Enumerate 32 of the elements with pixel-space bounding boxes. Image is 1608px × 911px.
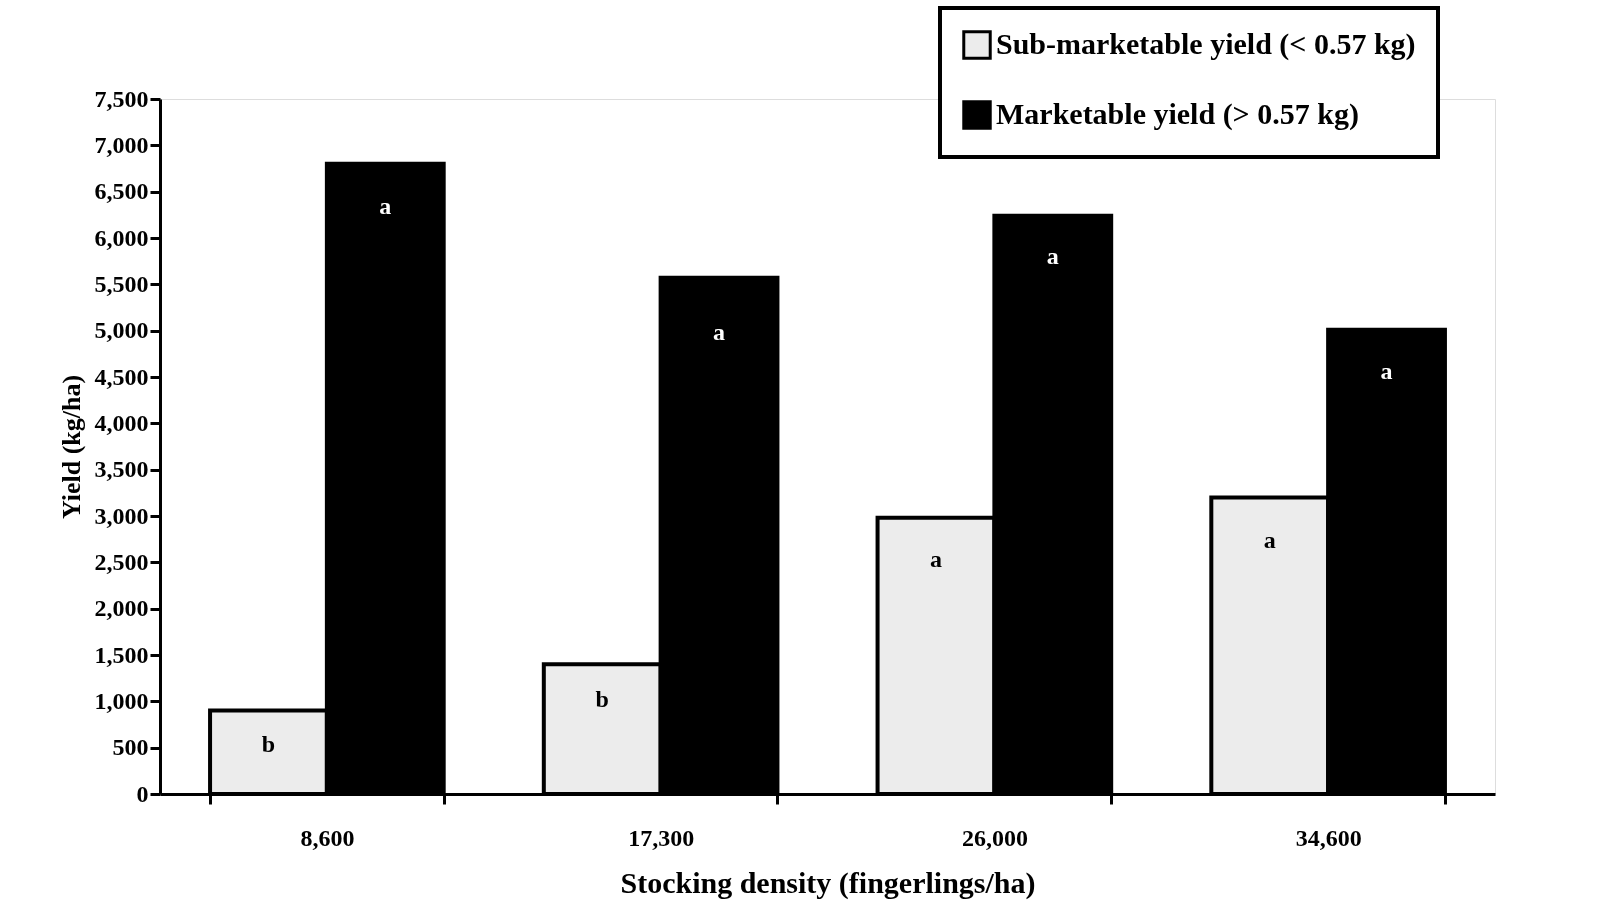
y-tick-label: 7,000	[94, 131, 149, 158]
annotation: a	[1380, 358, 1393, 385]
y-axis-title: Yield (kg/ha)	[56, 374, 86, 520]
y-tick-label: 0	[136, 780, 149, 807]
x-axis-title: Stocking density (fingerlings/ha)	[620, 865, 1036, 900]
annotation: a	[379, 193, 392, 220]
y-tick-label: 6,000	[94, 224, 149, 251]
legend-label: Sub-marketable yield (< 0.57 kg)	[996, 27, 1416, 61]
y-tick-label: 2,500	[94, 548, 149, 575]
annotation: a	[1263, 527, 1276, 554]
legend-label: Marketable yield (> 0.57 kg)	[996, 97, 1359, 131]
y-tick-label: 5,500	[94, 270, 149, 297]
y-tick-label: 2,000	[94, 595, 149, 622]
y-tick-label: 4,500	[94, 363, 149, 390]
y-tick-label: 4,000	[94, 409, 149, 436]
annotation: a	[929, 545, 942, 572]
annotation: b	[595, 686, 609, 713]
annotation: a	[713, 319, 726, 346]
annotation: b	[261, 730, 276, 757]
y-tick-label: 3,500	[94, 456, 149, 483]
y-tick-label: 1,500	[94, 641, 149, 668]
x-tick-label: 34,600	[1295, 824, 1362, 851]
x-tick-label: 17,300	[628, 824, 695, 851]
y-tick-label: 6,500	[94, 178, 149, 205]
x-tick-label: 8,600	[300, 824, 355, 851]
y-tick-label: 7,500	[94, 85, 149, 112]
x-tick-label: 26,000	[961, 824, 1028, 851]
y-tick-label: 5,000	[94, 317, 149, 344]
y-tick-label: 500	[112, 734, 149, 761]
y-tick-label: 3,000	[94, 502, 149, 529]
annotation: a	[1046, 243, 1059, 270]
y-tick-label: 1,000	[94, 687, 149, 714]
